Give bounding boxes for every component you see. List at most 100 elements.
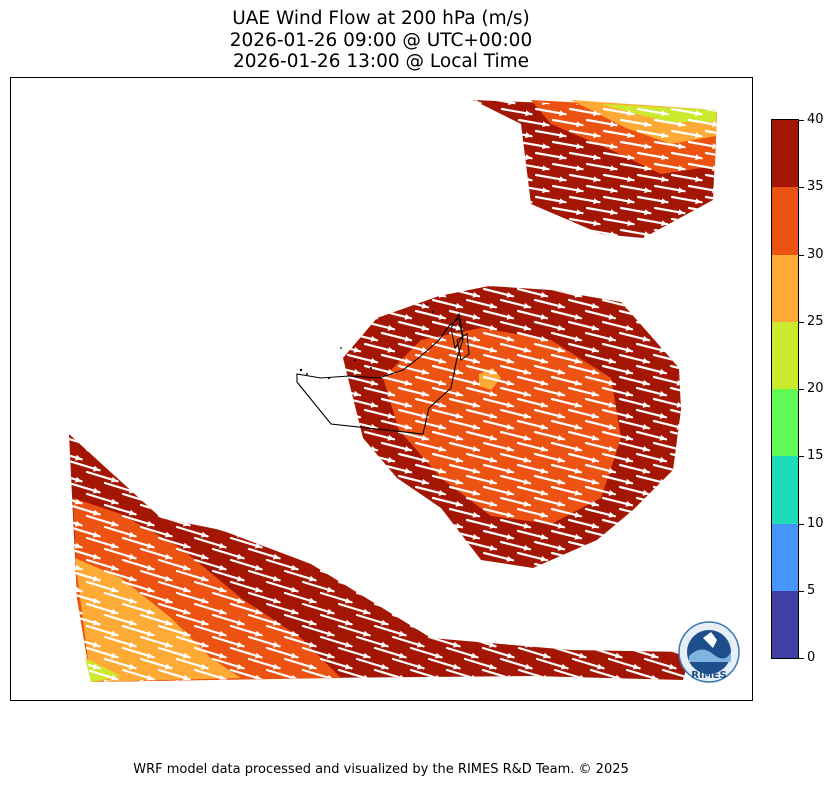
wind-arrow-head (74, 434, 82, 439)
wind-arrow-head (421, 324, 429, 331)
wind-arrow (669, 298, 681, 309)
wind-arrow-head (387, 434, 395, 441)
wind-arrow (571, 679, 605, 682)
wind-arrow-head (290, 542, 298, 549)
wind-arrow-head (644, 121, 651, 128)
wind-arrow-head (326, 652, 334, 659)
wind-arrow (618, 529, 651, 540)
wind-arrow-head (729, 132, 735, 138)
wind-arrow-head (650, 498, 658, 505)
wind-arrow (69, 602, 83, 615)
wind-arrow (607, 635, 641, 648)
wind-arrow-head (489, 390, 497, 397)
wind-arrow-head (353, 286, 361, 287)
wind-arrow (679, 569, 691, 582)
wind-arrow-head (540, 445, 548, 452)
wind-arrow-head (218, 434, 226, 439)
wind-arrow (688, 399, 717, 406)
wind-arrow-head (290, 498, 298, 505)
wind-arrow-head (591, 434, 599, 441)
wind-arrow (448, 551, 481, 562)
wind-arrow-head (398, 542, 406, 549)
chart-title: UAE Wind Flow at 200 hPa (m/s) 2026-01-2… (0, 8, 762, 73)
wind-arrow-head (705, 488, 712, 494)
wind-arrow-head (560, 597, 568, 604)
wind-arrow (669, 452, 681, 463)
wind-arrow (570, 241, 600, 246)
wind-arrow-head (540, 335, 548, 342)
wind-arrow (431, 286, 464, 287)
wind-arrow (625, 580, 659, 593)
wind-arrow-head (523, 346, 531, 353)
wind-arrow-head (541, 578, 548, 584)
wind-arrow-head (164, 465, 172, 472)
wind-arrow-head (146, 498, 154, 505)
wind-arrow (363, 286, 396, 287)
wind-arrow (211, 679, 245, 682)
wind-arrow-head (705, 532, 712, 538)
wind-arrow (473, 217, 499, 226)
wind-arrow-head (344, 619, 352, 626)
wind-arrow-head (362, 630, 370, 637)
wind-arrow-head (694, 369, 701, 375)
wind-arrow-head (596, 641, 604, 648)
wind-arrow (427, 613, 461, 626)
wind-arrow (571, 613, 605, 626)
wind-arrow (427, 547, 461, 560)
wind-arrow-head (608, 291, 616, 298)
wind-arrow-head (574, 335, 582, 342)
wind-arrow (343, 452, 362, 463)
wind-arrow-head (712, 231, 717, 238)
wind-arrow-head (591, 478, 599, 485)
wind-arrow-head (508, 165, 515, 172)
wind-arrow (346, 551, 379, 562)
wind-arrow-head (110, 564, 118, 571)
wind-arrow (499, 591, 533, 604)
wind-arrow (343, 540, 362, 551)
wind-arrow-head (92, 443, 100, 450)
wind-arrow (343, 496, 362, 507)
wind-arrow (688, 289, 717, 296)
wind-arrow-head (559, 176, 566, 183)
wind-arrow (723, 164, 753, 169)
wind-arrow-head (146, 454, 154, 461)
wind-arrow (483, 206, 516, 215)
wind-arrow-head (345, 686, 352, 692)
wind-arrow-head (421, 286, 429, 287)
wind-arrow-head (74, 454, 82, 461)
wind-arrow-head (661, 176, 668, 183)
wind-arrow-head (540, 467, 548, 474)
logo-text: RIMES (691, 670, 726, 681)
wind-arrow-head (472, 401, 480, 408)
wind-arrow-head (746, 121, 752, 127)
wind-arrow-head (164, 487, 172, 494)
wind-arrow-head (370, 291, 378, 298)
wind-arrow (373, 514, 407, 527)
wind-arrow (265, 492, 299, 505)
wind-arrow-head (434, 586, 442, 593)
wind-arrow-head (542, 231, 549, 238)
colorbar (771, 119, 799, 659)
wind-arrow-head (182, 498, 190, 505)
wind-arrow-head (506, 489, 514, 496)
wind-arrow-head (711, 314, 718, 320)
wind-arrow-head (474, 209, 481, 216)
wind-arrow-head (421, 500, 429, 507)
wind-arrow-head (506, 511, 514, 518)
wind-arrow-head (74, 652, 82, 659)
wind-arrow-head (608, 313, 616, 320)
wind-arrow-head (705, 466, 712, 472)
wind-arrow-head (676, 335, 681, 342)
wind-arrow-head (146, 586, 154, 593)
wind-arrow-head (574, 467, 582, 474)
wind-arrow (193, 514, 227, 527)
wind-arrow (414, 551, 447, 562)
wind-arrow-head (695, 110, 702, 117)
wind-arrow-head (452, 597, 460, 604)
wind-arrow (688, 333, 717, 340)
wind-arrow-head (608, 489, 616, 496)
wind-arrow (409, 602, 443, 615)
wind-arrow (653, 228, 686, 237)
wind-arrow (319, 679, 353, 682)
wind-arrow-head (608, 423, 616, 430)
